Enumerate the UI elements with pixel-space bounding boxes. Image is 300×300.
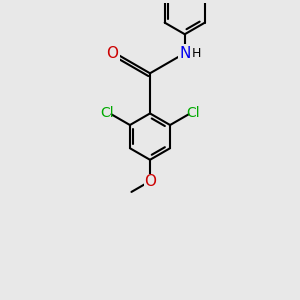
Text: Cl: Cl (100, 106, 114, 120)
Text: H: H (192, 47, 202, 60)
Text: O: O (106, 46, 118, 61)
Text: N: N (179, 46, 190, 61)
Text: O: O (144, 174, 156, 189)
Text: Cl: Cl (186, 106, 200, 120)
